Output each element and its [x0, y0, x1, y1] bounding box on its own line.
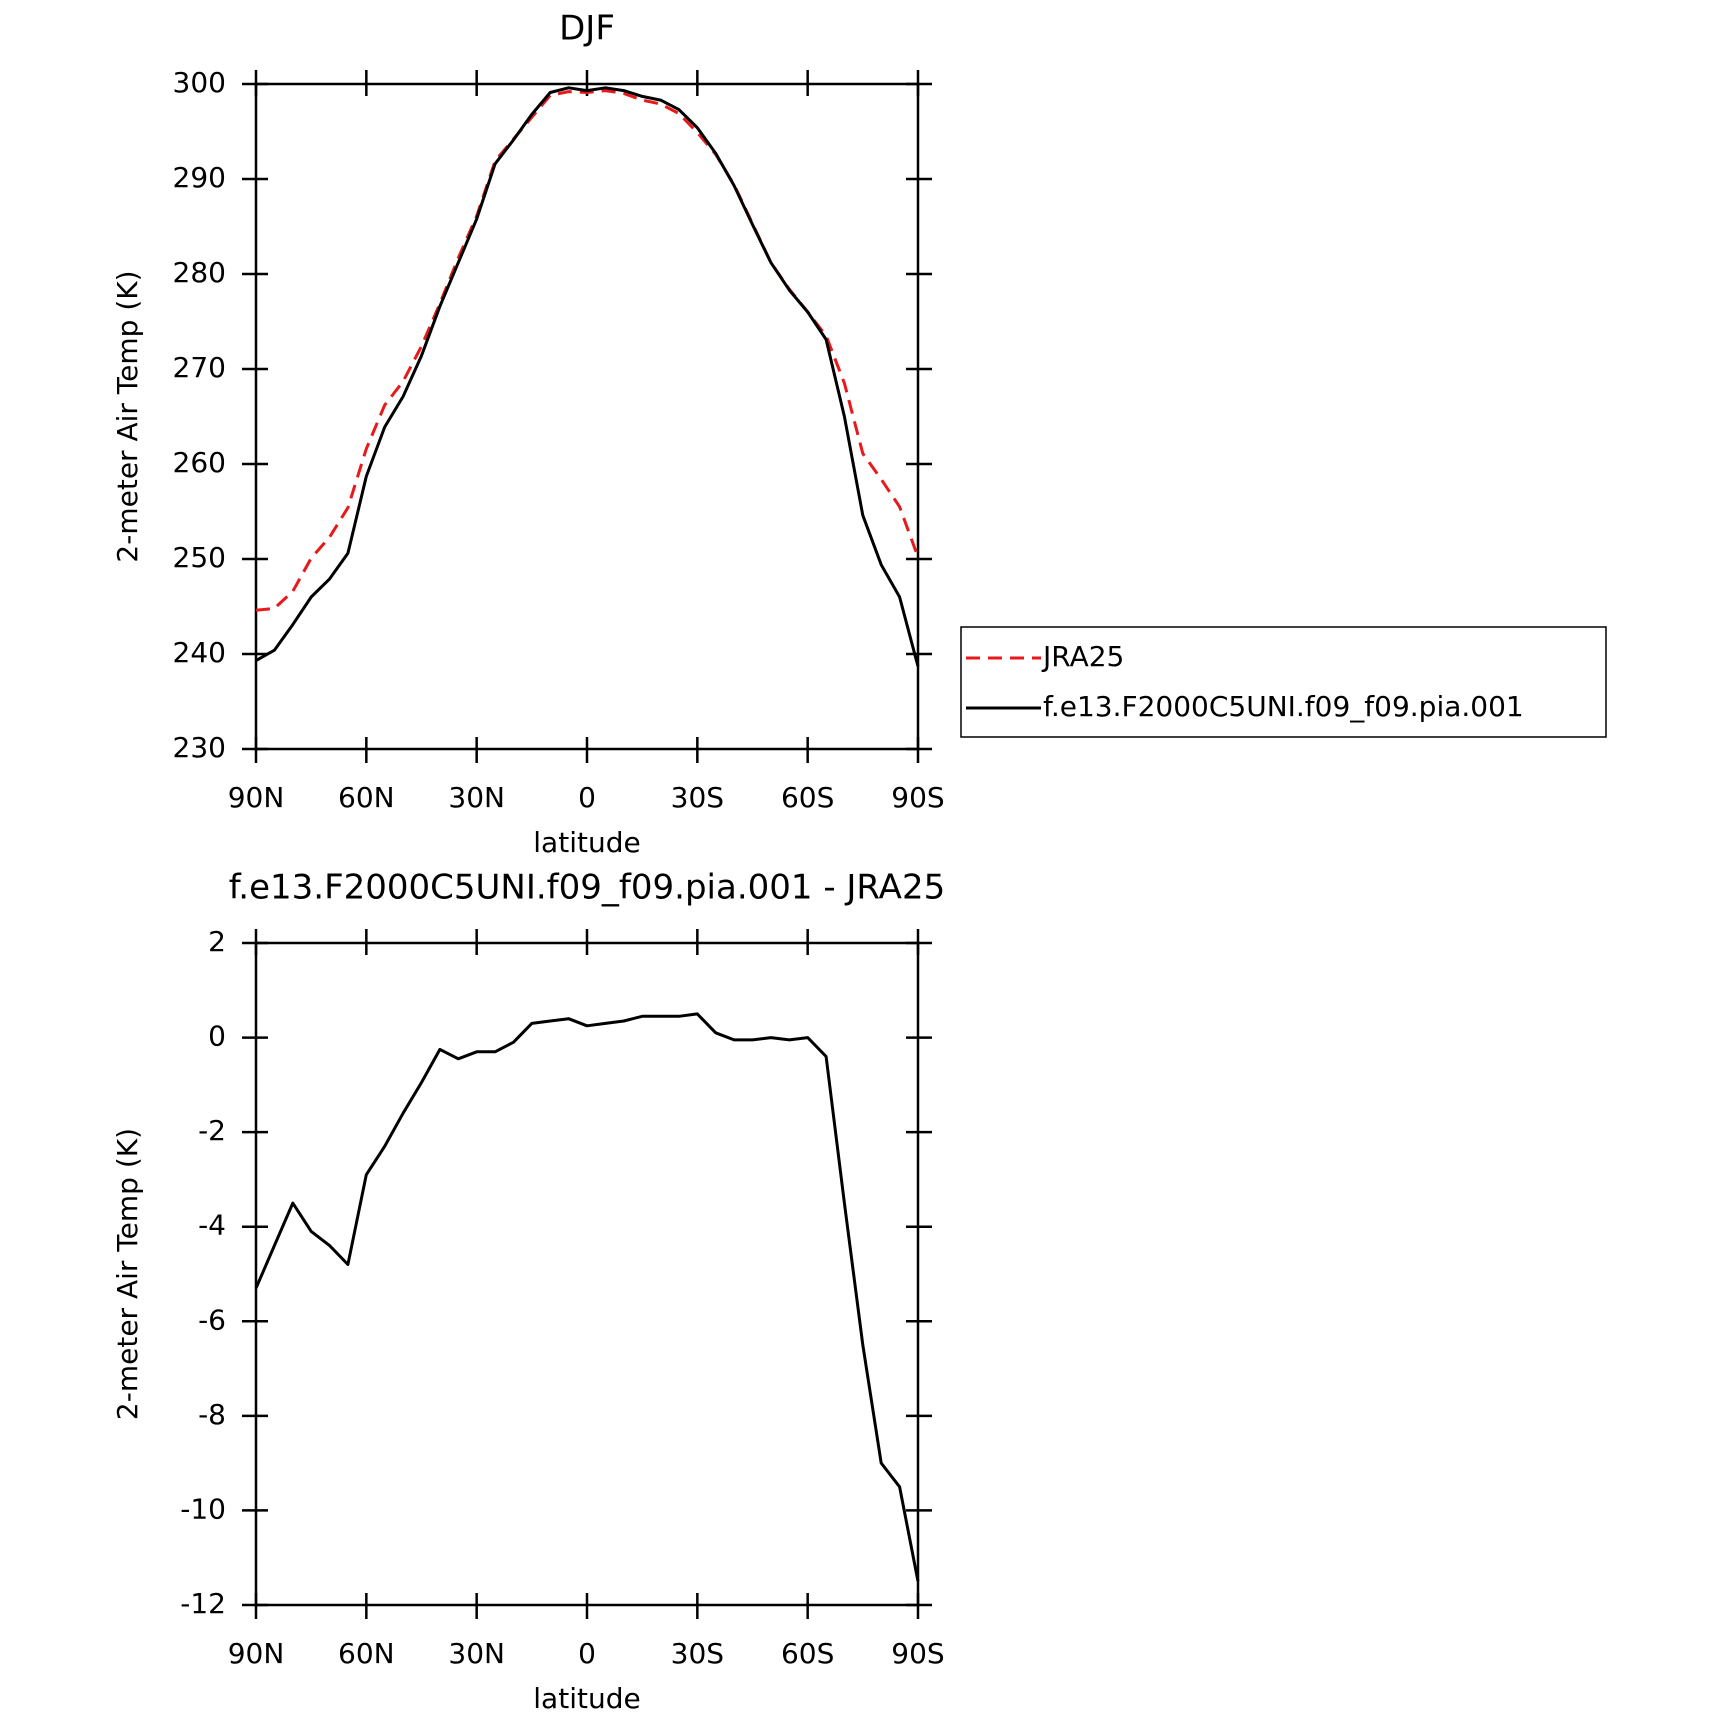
x-tick-label: 30N — [448, 1637, 505, 1670]
legend-label: f.e13.F2000C5UNI.f09_f09.pia.001 — [1043, 690, 1524, 723]
x-tick-label: 60N — [338, 1637, 395, 1670]
data-line — [254, 1012, 920, 1582]
y-tick-label: -10 — [180, 1492, 226, 1525]
x-tick-label: 30S — [671, 1637, 724, 1670]
y-tick-label: -8 — [198, 1398, 226, 1431]
y-axis-label: 2-meter Air Temp (K) — [111, 1128, 144, 1420]
x-tick-label: 90N — [228, 1637, 285, 1670]
y-tick-label: 280 — [173, 256, 226, 289]
data-line — [255, 89, 920, 612]
chart-title: f.e13.F2000C5UNI.f09_f09.pia.001 - JRA25 — [229, 868, 945, 908]
y-tick-label: -2 — [198, 1114, 226, 1147]
x-tick-label: 30S — [671, 781, 724, 814]
x-tick-label: 60S — [781, 1637, 834, 1670]
x-tick-label: 0 — [578, 1637, 596, 1670]
y-tick-label: 240 — [173, 636, 226, 669]
plot-frame — [254, 82, 920, 751]
x-axis-label: latitude — [533, 826, 640, 859]
y-tick-label: 0 — [208, 1020, 226, 1053]
x-axis-label: latitude — [533, 1682, 640, 1715]
x-tick-label: 60S — [781, 781, 834, 814]
y-tick-label: -6 — [198, 1303, 226, 1336]
y-tick-label: 260 — [173, 446, 226, 479]
y-tick-label: 270 — [173, 351, 226, 384]
data-line — [255, 86, 920, 667]
y-tick-label: 230 — [173, 731, 226, 764]
legend-box — [960, 626, 1607, 738]
x-tick-label: 90N — [228, 781, 285, 814]
y-tick-label: -4 — [198, 1209, 226, 1242]
plot-frame — [254, 941, 920, 1607]
y-tick-label: 290 — [173, 161, 226, 194]
x-tick-label: 60N — [338, 781, 395, 814]
x-tick-label: 30N — [448, 781, 505, 814]
y-tick-label: 2 — [208, 925, 226, 958]
x-tick-label: 90S — [891, 1637, 944, 1670]
y-tick-label: 250 — [173, 541, 226, 574]
x-tick-label: 0 — [578, 781, 596, 814]
y-axis-label: 2-meter Air Temp (K) — [111, 270, 144, 562]
y-tick-label: 300 — [173, 66, 226, 99]
chart-title: DJF — [559, 9, 615, 49]
y-tick-label: -12 — [180, 1587, 226, 1620]
legend-label: JRA25 — [1041, 640, 1124, 673]
x-tick-label: 90S — [891, 781, 944, 814]
